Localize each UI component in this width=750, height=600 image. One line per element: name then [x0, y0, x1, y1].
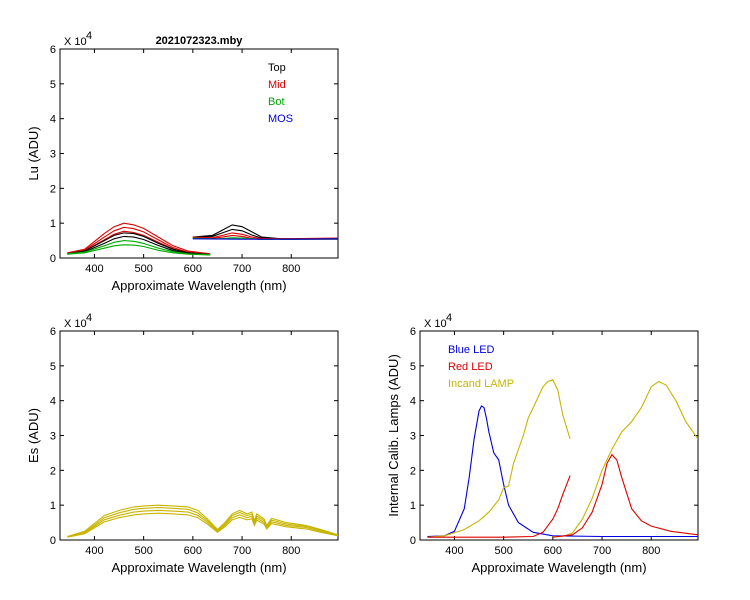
axis-multiplier: X 10	[64, 318, 87, 330]
series-line-bot	[67, 240, 211, 256]
series-line-es	[67, 512, 338, 538]
series-line-incand-lamp	[552, 380, 698, 538]
y-tick-label: 6	[50, 326, 56, 338]
x-tick-label: 500	[134, 545, 152, 557]
y-tick-label: 5	[50, 79, 56, 91]
x-tick-label: 500	[134, 263, 152, 275]
y-tick-label: 3	[50, 431, 56, 443]
axis-multiplier-exponent: 4	[446, 312, 452, 324]
x-tick-label: 800	[282, 263, 300, 275]
legend-entry: Blue LED	[448, 344, 495, 356]
y-tick-label: 2	[50, 183, 56, 195]
x-tick-label: 600	[544, 545, 562, 557]
x-tick-label: 400	[85, 545, 103, 557]
x-tick-label: 700	[233, 545, 251, 557]
y-axis-label: Lu (ADU)	[26, 126, 41, 180]
y-tick-label: 6	[410, 326, 416, 338]
y-tick-label: 6	[50, 44, 56, 56]
y-tick-label: 4	[50, 396, 56, 408]
series-line-mid	[67, 222, 211, 255]
y-axis-label: Es (ADU)	[26, 408, 41, 463]
series-line-bot	[67, 244, 211, 256]
plot-frame	[59, 48, 339, 259]
series-line-top	[67, 232, 211, 256]
legend-entry: Incand LAMP	[448, 378, 514, 390]
y-tick-label: 5	[410, 361, 416, 373]
x-tick-label: 800	[282, 545, 300, 557]
series-line-red-led	[552, 453, 698, 538]
y-tick-label: 4	[410, 396, 416, 408]
x-tick-label: 500	[494, 545, 512, 557]
axis-multiplier-exponent: 4	[86, 30, 92, 42]
x-axis-label: Approximate Wavelength (nm)	[111, 278, 286, 293]
y-tick-label: 1	[410, 500, 416, 512]
series-line-top	[192, 224, 338, 240]
x-tick-label: 800	[642, 545, 660, 557]
y-tick-label: 0	[50, 535, 56, 547]
y-tick-label: 2	[50, 465, 56, 477]
y-tick-label: 3	[410, 431, 416, 443]
series-line-red-led	[427, 475, 571, 538]
y-tick-label: 0	[50, 253, 56, 265]
y-axis-label: Internal Calib. Lamps (ADU)	[386, 354, 401, 517]
x-tick-label: 600	[184, 263, 202, 275]
x-axis-label: Approximate Wavelength (nm)	[111, 560, 286, 575]
y-tick-label: 5	[50, 361, 56, 373]
legend-entry: Mid	[268, 79, 286, 91]
y-tick-label: 0	[410, 535, 416, 547]
legend-entry: MOS	[268, 113, 293, 125]
x-tick-label: 400	[445, 545, 463, 557]
y-tick-label: 1	[50, 500, 56, 512]
y-tick-label: 1	[50, 218, 56, 230]
y-tick-label: 4	[50, 114, 56, 126]
series-line-es	[67, 507, 338, 538]
axis-multiplier: X 10	[424, 318, 447, 330]
legend-entry: Bot	[268, 96, 285, 108]
plot-frame	[59, 330, 339, 541]
x-tick-label: 600	[184, 545, 202, 557]
series-line-incand-lamp	[427, 379, 571, 538]
axis-multiplier-exponent: 4	[86, 312, 92, 324]
legend-entry: Top	[268, 62, 286, 74]
chart-title: 2021072323.mby	[156, 35, 244, 47]
x-tick-label: 700	[233, 263, 251, 275]
axis-multiplier: X 10	[64, 36, 87, 48]
y-tick-label: 2	[410, 465, 416, 477]
series-line-es	[67, 509, 338, 538]
series-line-top	[67, 235, 211, 256]
series-line-es	[67, 504, 338, 538]
x-tick-label: 400	[85, 263, 103, 275]
x-tick-label: 700	[593, 545, 611, 557]
series-line-blue-led	[427, 405, 698, 538]
series-line-mid	[67, 226, 211, 255]
legend-entry: Red LED	[448, 361, 493, 373]
y-tick-label: 3	[50, 149, 56, 161]
x-axis-label: Approximate Wavelength (nm)	[471, 560, 646, 575]
